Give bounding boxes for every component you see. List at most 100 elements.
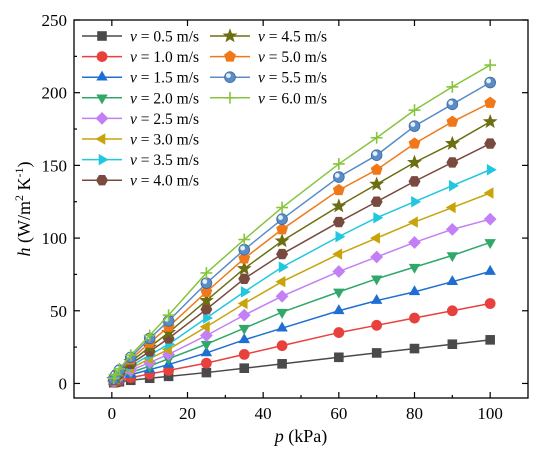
legend-marker (222, 28, 238, 43)
data-point (163, 371, 174, 382)
data-point (276, 213, 288, 225)
data-point (276, 321, 288, 332)
data-point (332, 265, 346, 278)
legend-item: v = 1.0 m/s (82, 49, 199, 66)
data-point (483, 187, 494, 199)
data-point (199, 321, 210, 333)
data-point (411, 196, 422, 208)
data-point (370, 232, 380, 244)
data-point (407, 154, 422, 169)
y-tick-label: 100 (42, 229, 68, 248)
legend-marker (95, 112, 109, 125)
legend-item: v = 5.0 m/s (210, 49, 327, 66)
data-point (200, 340, 213, 351)
legend-marker (97, 31, 107, 41)
data-point (237, 297, 248, 310)
legend-label: v = 5.5 m/s (258, 70, 327, 87)
y-axis-unit-sup: -1 (12, 168, 26, 178)
data-point (446, 305, 458, 317)
data-point (371, 319, 383, 331)
y-tick-label: 200 (42, 84, 68, 103)
data-point (445, 222, 459, 236)
x-tick-label: 80 (406, 404, 423, 423)
data-point (370, 196, 383, 207)
data-point (200, 329, 213, 342)
legend-marker (95, 133, 106, 145)
data-point (239, 363, 250, 373)
legend-marker (224, 50, 236, 62)
data-point (371, 348, 382, 358)
data-point (370, 250, 384, 264)
legend-marker (96, 70, 108, 81)
y-axis-unit: ) (14, 162, 35, 168)
data-point (200, 277, 213, 289)
x-tick-label: 0 (108, 404, 117, 423)
legend-label: v = 1.0 m/s (130, 49, 199, 66)
x-axis-unit: (kPa) (284, 426, 328, 447)
legend-item: v = 1.5 m/s (82, 70, 199, 87)
legend-item: v = 2.0 m/s (82, 90, 199, 107)
data-point (200, 267, 213, 279)
data-point (370, 275, 383, 286)
data-point (237, 308, 251, 322)
data-point (278, 261, 289, 273)
data-point (333, 304, 345, 315)
data-point (484, 138, 497, 149)
data-point (143, 329, 156, 342)
data-point (198, 292, 214, 307)
data-point (113, 363, 126, 375)
data-point (484, 59, 497, 71)
data-point (444, 135, 460, 150)
data-point (333, 171, 345, 183)
data-point (408, 137, 421, 149)
data-point (408, 104, 421, 117)
y-axis-variable: h (14, 248, 34, 257)
legend-label: v = 3.5 m/s (130, 152, 199, 169)
data-point (484, 239, 496, 250)
legend-label: v = 4.0 m/s (130, 173, 199, 190)
legend-item: v = 5.5 m/s (210, 70, 327, 87)
data-point (238, 324, 250, 335)
data-point (483, 212, 497, 226)
legend: v = 0.5 m/s v = 1.0 m/s v = 1.5 m/s v = 2.0… (82, 28, 327, 190)
data-point (485, 335, 495, 345)
data-point (449, 180, 459, 192)
data-point (373, 212, 384, 224)
data-point (124, 349, 137, 362)
data-point (446, 98, 459, 111)
y-axis-unit: K (14, 178, 34, 196)
data-point (332, 216, 345, 228)
data-point (446, 80, 459, 93)
data-point (201, 367, 212, 378)
data-point (446, 157, 459, 168)
data-point (370, 163, 383, 175)
x-axis-variable: p (273, 426, 284, 446)
data-point (276, 223, 288, 235)
data-point (447, 339, 458, 350)
data-point (236, 260, 252, 275)
data-point (277, 359, 287, 369)
data-point (370, 131, 383, 144)
data-point (408, 120, 421, 132)
data-point (201, 357, 212, 369)
data-point (369, 176, 385, 191)
data-point (200, 285, 213, 297)
legend-label: v = 2.0 m/s (130, 90, 199, 107)
y-tick-label: 250 (42, 11, 68, 30)
legend-marker (96, 94, 108, 105)
data-point (370, 293, 383, 304)
legend-item: v = 3.5 m/s (82, 152, 199, 169)
x-tick-label: 40 (255, 404, 272, 423)
data-point (333, 327, 345, 338)
data-point (276, 308, 288, 319)
data-point (408, 176, 421, 187)
y-tick-label: 50 (50, 302, 67, 321)
data-point (238, 273, 251, 284)
data-point (162, 309, 175, 322)
legend-item: v = 6.0 m/s (210, 90, 327, 107)
y-tick-label: 150 (42, 156, 68, 175)
data-point (200, 304, 213, 315)
data-point (333, 288, 345, 299)
legend-marker (96, 175, 108, 186)
